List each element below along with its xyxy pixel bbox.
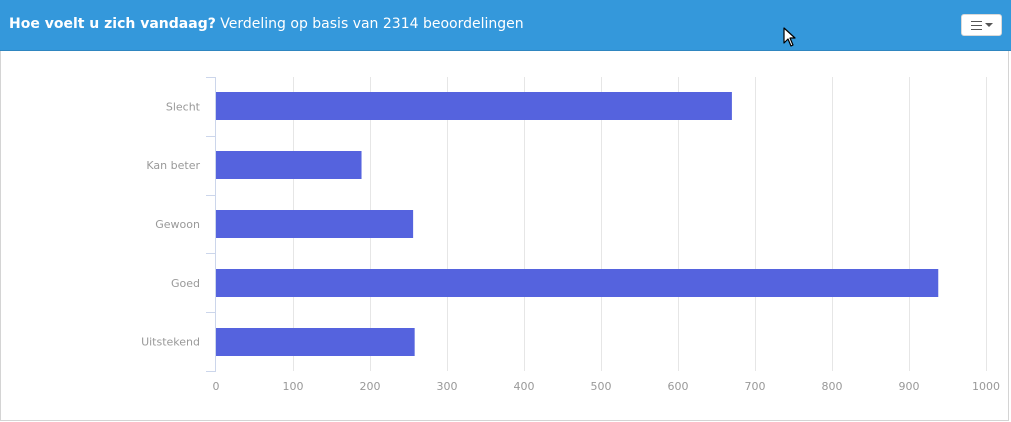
- bars: [216, 92, 939, 356]
- x-tick-label: 800: [822, 380, 843, 393]
- x-tick-label: 700: [745, 380, 766, 393]
- category-label: Kan beter: [146, 159, 200, 172]
- chart-subtitle: Verdeling op basis van 2314 beoordelinge…: [215, 16, 524, 32]
- x-tick-label: 900: [899, 380, 920, 393]
- bar-gewoon[interactable]: [216, 210, 414, 238]
- x-tick-label: 200: [360, 380, 381, 393]
- panel-header: Hoe voelt u zich vandaag? Verdeling op b…: [0, 0, 1011, 51]
- value-axis-labels: 0 100 200 300 400 500 600 700 800 900 1000: [213, 380, 1001, 393]
- category-label: Goed: [171, 277, 200, 290]
- x-tick-label: 500: [591, 380, 612, 393]
- category-label: Uitstekend: [141, 336, 200, 349]
- x-tick-label: 0: [213, 380, 220, 393]
- bar-goed[interactable]: [216, 269, 939, 297]
- bar-kan-beter[interactable]: [216, 151, 362, 179]
- x-tick-label: 400: [514, 380, 535, 393]
- category-label: Gewoon: [155, 218, 200, 231]
- chart-title: Hoe voelt u zich vandaag? Verdeling op b…: [9, 15, 524, 33]
- x-tick-label: 100: [283, 380, 304, 393]
- x-tick-label: 600: [668, 380, 689, 393]
- x-tick-label: 1000: [972, 380, 1000, 393]
- chart-title-question: Hoe voelt u zich vandaag?: [9, 16, 216, 32]
- caret-down-icon: [984, 23, 993, 27]
- category-label: Slecht: [166, 100, 201, 113]
- mouse-cursor-icon: [783, 27, 796, 47]
- x-tick-label: 300: [437, 380, 458, 393]
- chart-menu-button[interactable]: [961, 14, 1002, 36]
- category-axis: [206, 77, 216, 372]
- hamburger-menu-icon: [970, 20, 982, 30]
- category-labels: Slecht Kan beter Gewoon Goed Uitstekend: [141, 100, 201, 348]
- bar-slecht[interactable]: [216, 92, 732, 120]
- bar-uitstekend[interactable]: [216, 328, 415, 356]
